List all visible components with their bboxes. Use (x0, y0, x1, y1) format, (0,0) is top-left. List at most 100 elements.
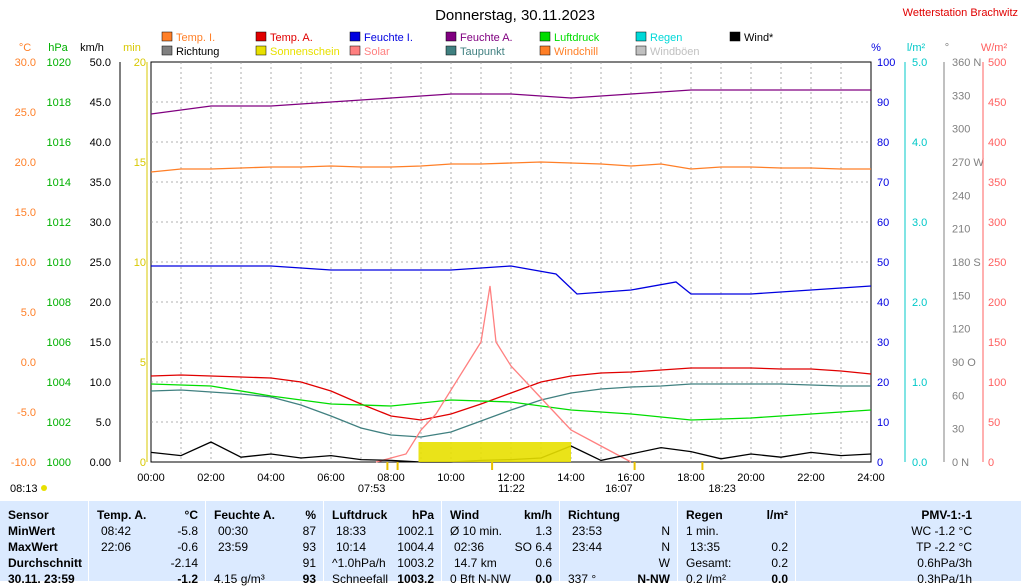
pressure-tick-9: 1002 (47, 417, 71, 429)
humidity-min-value: 87 (302, 524, 316, 538)
row-label-max: MaxWert (8, 540, 58, 554)
marker-label-3: 16:07 (605, 483, 633, 495)
pmv-dewpoint: TP -2.2 °C (916, 540, 972, 554)
pressure-max-time: 10:14 (336, 540, 367, 554)
time-tick-10: 20:00 (737, 472, 765, 484)
pressure-tick-1: 1018 (47, 97, 71, 109)
humidity-unit: % (305, 508, 316, 522)
wind-tick-1: 45.0 (90, 97, 111, 109)
direction-max-time: 23:44 (572, 540, 603, 554)
series-line-3 (151, 265, 872, 295)
wind-max-value: SO 6.4 (514, 540, 552, 554)
time-tick-5: 10:00 (437, 472, 465, 484)
direction-tick-7: 150 (952, 290, 970, 302)
direction-column: Richtung 23:53 N 23:44 N W 337 ° N-NW (559, 501, 678, 586)
direction-tick-11: 30 (952, 424, 964, 436)
humidity-min-time: 00:30 (218, 524, 249, 538)
wind-unit: km/h (523, 508, 552, 522)
rain-column: Regen l/m² 1 min. 13:35 0.2 Gesamt: 0.2 … (677, 501, 796, 586)
pressure-tick-0: 1020 (47, 57, 71, 69)
humidity-tick-10: 0 (877, 457, 883, 469)
wind-tick-2: 40.0 (90, 137, 111, 149)
direction-tick-9: 90 O (952, 357, 976, 369)
pressure-avg-value: 1003.2 (397, 556, 434, 570)
direction-avg-value: W (658, 556, 670, 570)
series-line-0 (150, 161, 871, 173)
wind-avg-label: Ø 10 min. (450, 524, 503, 538)
row-label-min: MinWert (8, 524, 56, 538)
wind-mean-value: 0.6 (535, 556, 552, 570)
temp-header: Temp. A. (97, 508, 147, 522)
humidity-axis-unit: % (871, 42, 881, 54)
pressure-max-value: 1004.4 (397, 540, 434, 554)
wind-beaufort: 0 Bft N-NW (450, 572, 511, 586)
temp-min-time: 08:42 (101, 524, 132, 538)
legend-swatch-7 (161, 45, 173, 56)
rain-axis-unit: l/m² (907, 42, 926, 54)
series-line-6 (375, 285, 632, 463)
sun-axis-unit: min (123, 42, 141, 54)
temp-max-value: -0.6 (177, 540, 198, 554)
wind-max-time: 02:36 (454, 540, 485, 554)
rain-max-value: 0.2 (771, 540, 788, 554)
time-tick-8: 16:00 (617, 472, 645, 484)
temp-tick-1: 25.0 (15, 107, 36, 119)
temp-tick-2: 20.0 (15, 157, 36, 169)
direction-max-value: N (661, 540, 670, 554)
rain-tick-4: 1.0 (912, 377, 927, 389)
direction-min-time: 23:53 (572, 524, 603, 538)
solar-tick-6: 200 (988, 297, 1006, 309)
pressure-unit: hPa (411, 508, 434, 522)
temp-avg-value: -2.14 (170, 556, 198, 570)
pressure-trend: ^1.0hPa/h (332, 556, 386, 570)
weather-chart: Donnerstag, 30.11.2023 Wetterstation Bra… (10, 7, 1018, 495)
row-label-current: 30.11. 23:59 (8, 572, 75, 586)
humidity-tick-9: 10 (877, 417, 889, 429)
legend-label-5: Regen (650, 32, 682, 44)
time-tick-1: 02:00 (197, 472, 225, 484)
wind-tick-0: 50.0 (90, 57, 111, 69)
direction-axis-unit: ° (945, 42, 949, 54)
rain-max-time: 13:35 (690, 540, 721, 554)
direction-tick-4: 240 (952, 190, 970, 202)
rain-tick-3: 2.0 (912, 297, 927, 309)
humidity-tick-4: 60 (877, 217, 889, 229)
legend-swatch-4 (539, 31, 551, 42)
pmv-header: PMV-1:-1 (921, 508, 972, 522)
pressure-tick-5: 1010 (47, 257, 71, 269)
legend-label-8: Sonnenschein (270, 46, 340, 58)
direction-tick-3: 270 W (952, 157, 984, 169)
solar-tick-10: 0 (988, 457, 994, 469)
solar-tick-5: 250 (988, 257, 1006, 269)
humidity-header: Feuchte A. (214, 508, 275, 522)
temp-tick-6: 0.0 (21, 357, 36, 369)
humidity-tick-7: 30 (877, 337, 889, 349)
legend-label-0: Temp. I. (176, 32, 215, 44)
solar-axis-unit: W/m² (981, 42, 1008, 54)
pmv-trend-3h: 0.6hPa/3h (917, 556, 972, 570)
time-tick-6: 12:00 (497, 472, 525, 484)
solar-tick-1: 450 (988, 97, 1006, 109)
wind-column: Wind km/h Ø 10 min. 1.3 02:36 SO 6.4 14.… (441, 501, 560, 586)
humidity-tick-6: 40 (877, 297, 889, 309)
time-tick-0: 00:00 (137, 472, 165, 484)
wind-tick-4: 30.0 (90, 217, 111, 229)
summary-table: Sensor MinWert MaxWert Durchschnitt 30.1… (0, 501, 1021, 586)
wind-tick-6: 20.0 (90, 297, 111, 309)
legend-swatch-6 (729, 31, 741, 42)
direction-tick-1: 330 (952, 90, 970, 102)
legend-swatch-5 (635, 31, 647, 42)
pressure-tick-7: 1006 (47, 337, 71, 349)
time-markers: 08:13 07:53 11:22 16:07 18:23 (10, 462, 736, 495)
wind-tick-8: 10.0 (90, 377, 111, 389)
marker-label-1: 07:53 (358, 483, 386, 495)
temp-tick-0: 30.0 (15, 57, 36, 69)
temp-column: Temp. A. °C 08:42 -5.8 22:06 -0.6 -2.14 … (88, 501, 206, 586)
pressure-min-time: 18:33 (336, 524, 367, 538)
wind-axis-unit: km/h (80, 42, 104, 54)
direction-tick-2: 300 (952, 124, 970, 136)
rain-tick-1: 4.0 (912, 137, 927, 149)
rain-tick-0: 5.0 (912, 57, 927, 69)
pressure-axis-unit: hPa (48, 42, 68, 54)
sun-tick-1: 15 (134, 157, 146, 169)
